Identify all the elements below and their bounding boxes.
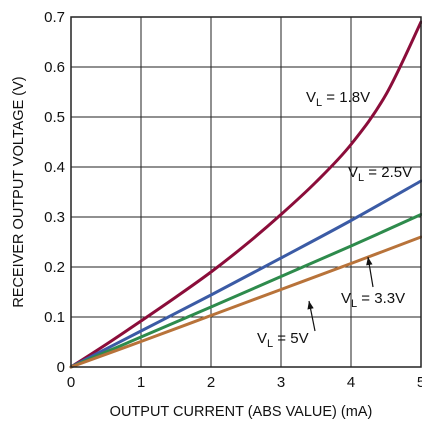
series-labels: VL = 1.8V VL = 2.5V VL = 3.3V VL = 5V bbox=[257, 89, 412, 350]
x-tick-label: 3 bbox=[277, 374, 285, 391]
series-line-vl-5v bbox=[69, 235, 422, 369]
x-tick-label: 5 bbox=[417, 374, 422, 391]
x-tick-label: 1 bbox=[137, 374, 145, 391]
leader-vl-5v-head bbox=[307, 301, 314, 310]
x-tick-label: 2 bbox=[207, 374, 215, 391]
tick-labels: 0 1 2 3 4 5 0 0.1 0.2 0.3 0.4 0.5 0.6 0.7 bbox=[44, 9, 422, 391]
y-axis-title: RECEIVER OUTPUT VOLTAGE (V) bbox=[11, 76, 27, 307]
series-label-vl-1-8v: VL = 1.8V bbox=[306, 89, 370, 109]
series-label-vl-5v: VL = 5V bbox=[257, 330, 309, 350]
y-tick-label: 0.3 bbox=[44, 209, 65, 226]
y-tick-label: 0.2 bbox=[44, 259, 65, 276]
y-tick-label: 0 bbox=[57, 359, 65, 376]
y-tick-label: 0.7 bbox=[44, 9, 65, 26]
plot-frame bbox=[70, 16, 422, 368]
x-tick-label: 4 bbox=[347, 374, 355, 391]
x-axis-title: OUTPUT CURRENT (ABS VALUE) (mA) bbox=[110, 404, 373, 420]
x-tick-label: 0 bbox=[67, 374, 75, 391]
y-tick-label: 0.4 bbox=[44, 159, 65, 176]
y-tick-label: 0.1 bbox=[44, 309, 65, 326]
series-line-vl-2-5v bbox=[69, 179, 422, 369]
series-line-vl-3-3v bbox=[69, 213, 422, 369]
series-line-vl-1-8v bbox=[69, 20, 422, 369]
series-label-vl-2-5v: VL = 2.5V bbox=[348, 164, 412, 184]
grid bbox=[71, 17, 421, 367]
label-leaders bbox=[307, 256, 374, 332]
leader-vl-3-3v-head bbox=[366, 257, 373, 266]
series-layer bbox=[69, 20, 422, 369]
series-label-vl-3-3v: VL = 3.3V bbox=[341, 290, 405, 310]
y-tick-label: 0.5 bbox=[44, 109, 65, 126]
y-tick-label: 0.6 bbox=[44, 59, 65, 76]
